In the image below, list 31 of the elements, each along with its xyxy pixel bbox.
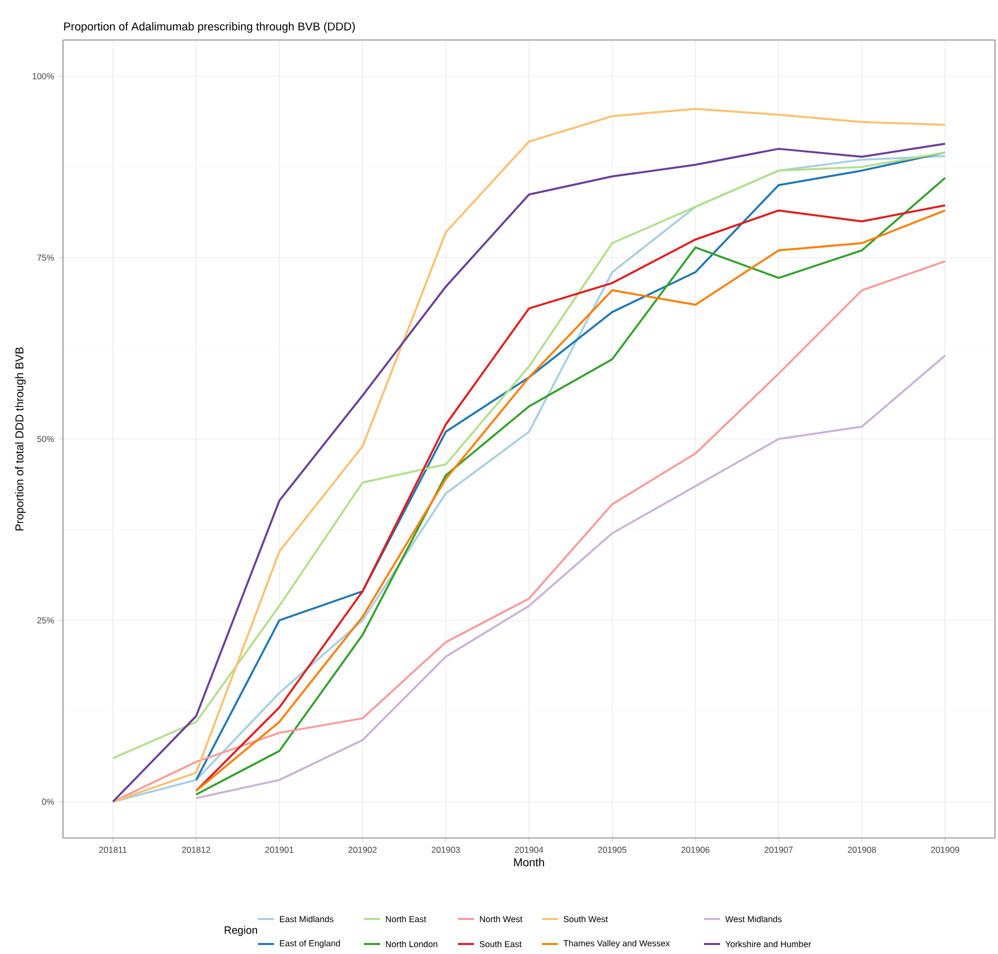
x-tick-label: 201906 — [681, 846, 710, 853]
x-tick-label: 201901 — [265, 846, 294, 853]
x-axis-title: Month — [514, 858, 544, 866]
x-tick-label: 201812 — [182, 846, 210, 853]
x-tick-label: 201909 — [931, 846, 960, 853]
x-tick-label: 201904 — [514, 846, 544, 853]
x-tick-label: 201905 — [598, 846, 626, 853]
legend-label: North West — [480, 916, 522, 922]
legend-label: South West — [564, 916, 608, 922]
legend-label: South East — [480, 940, 522, 948]
x-tick-label: 201811 — [99, 846, 127, 853]
x-tick-label: 201907 — [764, 846, 793, 853]
x-tick-label: 201908 — [848, 846, 876, 853]
legend-title: Region — [224, 926, 258, 936]
y-axis-title: Proportion of total DDD through BVB — [15, 347, 26, 530]
y-tick-label: 75% — [37, 254, 54, 261]
y-tick-label: 100% — [32, 73, 54, 80]
x-tick-label: 201903 — [432, 846, 460, 853]
x-tick-label: 201902 — [348, 846, 377, 853]
legend-label: West Midlands — [725, 916, 782, 922]
y-tick-label: 25% — [37, 617, 54, 624]
legend-label: North London — [386, 940, 438, 948]
line-series — [195, 354, 946, 800]
legend-label: East Midlands — [280, 916, 334, 922]
y-tick-label: 0% — [42, 798, 54, 805]
legend-label: Thames Valley and Wessex — [563, 940, 670, 948]
legend-label: North East — [386, 916, 426, 922]
chart-title: Proportion of Adalimumab prescribing through BVB (DDD) — [64, 22, 355, 33]
legend-label: East of England — [280, 940, 340, 948]
y-tick-label: 50% — [37, 436, 54, 442]
legend-label: Yorkshire and Humber — [725, 940, 812, 948]
